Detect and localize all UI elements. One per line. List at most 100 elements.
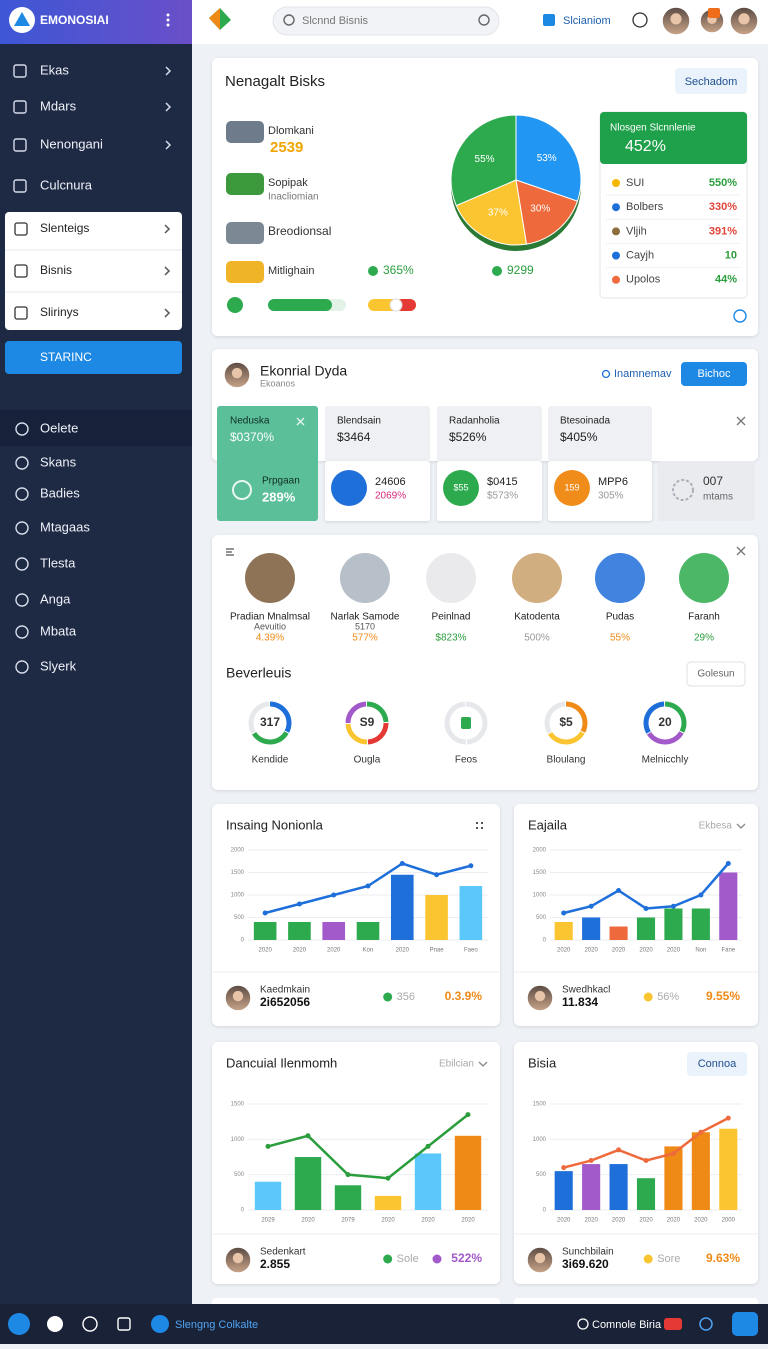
nav-item[interactable]: Badies: [40, 485, 80, 500]
bar: [374, 1195, 402, 1210]
search-box[interactable]: [272, 6, 500, 36]
brand-logo-mark: [14, 12, 30, 26]
nav-item[interactable]: Nenongani: [40, 136, 103, 151]
product-name: Peinlnad: [432, 612, 471, 623]
nav-item[interactable]: Slenteigs: [40, 221, 89, 235]
x-tick-label: 2020: [421, 1218, 435, 1224]
help-icon[interactable]: [733, 309, 747, 323]
button-label[interactable]: Connoa: [698, 1058, 737, 1070]
line-point: [670, 903, 676, 909]
nav-item[interactable]: Slirinys: [40, 305, 79, 319]
pie-slice: [515, 114, 582, 202]
pie-label: 55%: [475, 154, 495, 165]
footer-value: 11.834: [562, 995, 598, 1009]
nav-icon: [15, 422, 29, 436]
tile-value: $526%: [449, 430, 487, 444]
button-label[interactable]: Sechadom: [685, 76, 738, 88]
link-icon: [601, 369, 611, 379]
tile: [548, 406, 652, 461]
chart-button[interactable]: [687, 1052, 747, 1076]
gauge-icon: [461, 717, 471, 729]
gauge-ring: [345, 701, 367, 724]
x-tick-label: 2020: [381, 1218, 395, 1224]
gauge-ring: [646, 731, 684, 745]
bar: [609, 926, 628, 940]
nav-item[interactable]: Tlesta: [40, 555, 76, 570]
bottom-icon[interactable]: [117, 1317, 131, 1331]
legend-dot: [612, 179, 620, 187]
line-point: [434, 872, 440, 878]
bar: [554, 1171, 573, 1210]
tile-extra-label: mtams: [703, 492, 733, 503]
gauge-ring: [565, 701, 588, 733]
line-point: [465, 1112, 471, 1118]
close-icon[interactable]: [736, 416, 746, 426]
bar: [719, 872, 738, 940]
item-icon: [226, 121, 264, 143]
line-point: [616, 1147, 622, 1153]
item-icon: [226, 173, 264, 195]
line-point: [616, 888, 622, 893]
line-point: [345, 1172, 351, 1178]
bottom-icon[interactable]: [8, 1313, 30, 1335]
nav-item[interactable]: Ekas: [40, 62, 69, 77]
start-button[interactable]: [5, 341, 182, 374]
nav-item[interactable]: Mdars: [40, 98, 77, 113]
y-tick-label: 1500: [231, 870, 245, 876]
top-link[interactable]: Slcianiom: [563, 15, 611, 27]
nav-item[interactable]: Anga: [40, 591, 71, 606]
footer-stat: 9.63%: [706, 1251, 740, 1265]
nav-icon: [15, 557, 29, 571]
bar: [664, 1146, 683, 1210]
chart-dropdown[interactable]: Ekbesa: [699, 821, 733, 832]
button-label[interactable]: Golesun: [697, 669, 734, 680]
gauge-value: 20: [658, 715, 672, 729]
nav-item[interactable]: Skans: [40, 454, 77, 469]
legend-item: Bolbers: [626, 201, 664, 213]
bar: [664, 908, 683, 940]
overview-button[interactable]: [675, 68, 747, 94]
product-value: 4.39%: [256, 633, 284, 644]
y-tick-label: 1500: [533, 1102, 547, 1108]
button-label[interactable]: Bichoc: [697, 368, 731, 380]
nav-item[interactable]: Bisnis: [40, 263, 72, 277]
section-button[interactable]: [686, 661, 746, 687]
start-button-label[interactable]: STARINC: [40, 350, 92, 364]
bar: [322, 922, 346, 940]
search-placeholder: Slcnnd Bisnis: [302, 15, 369, 27]
gauge-label: Bloulang: [547, 755, 586, 766]
bar: [636, 1178, 656, 1210]
close-icon[interactable]: [736, 546, 746, 556]
nav-item[interactable]: Slyerk: [40, 658, 77, 673]
menu-dot: [166, 13, 170, 17]
legend-item: Cayjh: [626, 250, 654, 262]
bottom-link[interactable]: Slengng Colkalte: [175, 1319, 258, 1331]
bottom-icon[interactable]: [732, 1312, 758, 1336]
chart-dropdown[interactable]: Ebilcian: [439, 1059, 474, 1070]
menu-dot: [166, 23, 170, 27]
toggle-knob: [389, 298, 403, 312]
bottom-icon[interactable]: [47, 1316, 63, 1332]
product-name: Narlak Samode: [331, 612, 400, 623]
team-link[interactable]: Inamnemav: [614, 368, 672, 380]
stat-dot: [383, 992, 393, 1002]
bottom-icon[interactable]: [82, 1316, 98, 1332]
nav-item[interactable]: Oelete: [40, 420, 78, 435]
menu-dot: [166, 18, 170, 22]
nav-item[interactable]: Mbata: [40, 623, 77, 638]
nav-item[interactable]: Culcnura: [40, 177, 93, 192]
team-button[interactable]: [681, 362, 747, 386]
y-tick-label: 500: [234, 915, 245, 921]
product-name: Pradian Mnalmsal: [230, 612, 310, 623]
line-point: [365, 883, 371, 889]
bar: [334, 1185, 362, 1210]
chart-title: Eajaila: [528, 817, 568, 832]
line-point: [468, 863, 474, 869]
gauge-ring: [251, 731, 289, 745]
nav-item[interactable]: Mtagaas: [40, 519, 90, 534]
product-name: Pudas: [606, 612, 634, 623]
footer-stat: Sole: [397, 1253, 419, 1265]
menu-icon[interactable]: [226, 548, 234, 556]
app-logo-part: [209, 8, 220, 30]
